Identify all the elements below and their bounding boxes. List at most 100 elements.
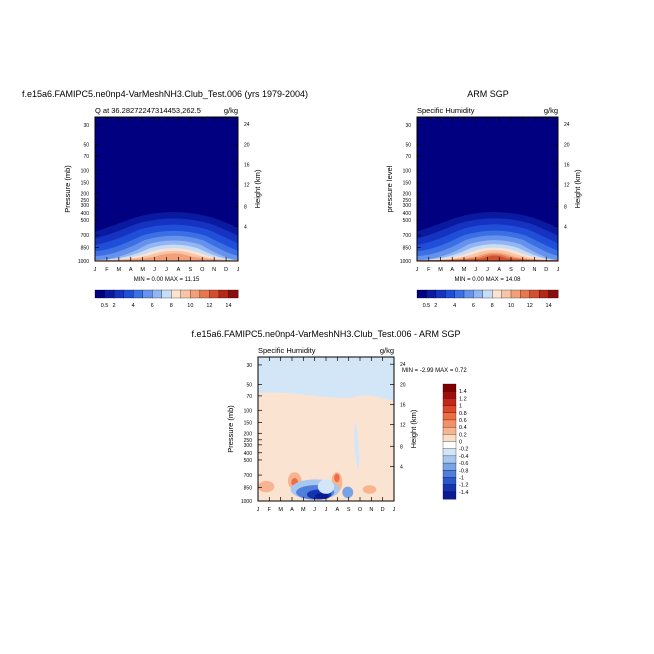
colorbar-swatch [442, 419, 457, 428]
x-tick-label: M [301, 507, 306, 513]
positive-anomaly [362, 485, 377, 494]
x-tick-label: M [438, 267, 443, 273]
y-tick-label: 150 [81, 181, 90, 187]
y-axis-right-label: Height (km) [409, 409, 418, 448]
y-tick-right-label: 12 [564, 183, 570, 189]
y-tick-label: 400 [81, 211, 90, 217]
y-tick-label: 850 [244, 485, 253, 491]
variable-label: Specific Humidity [417, 106, 475, 115]
colorbar-swatch [104, 289, 115, 299]
stats-label: MIN = 0.00 MAX = 14.08 [454, 277, 521, 283]
x-tick-label: J [486, 267, 489, 273]
y-tick-right-label: 20 [564, 142, 570, 148]
positive-anomaly [258, 480, 275, 493]
x-tick-label: M [117, 267, 122, 273]
x-tick-label: F [105, 267, 109, 273]
colorbar-label: 1 [459, 404, 462, 410]
x-tick-label: A [335, 507, 339, 513]
x-tick-label: N [212, 267, 216, 273]
y-axis-label: pressure level [385, 165, 394, 212]
y-axis-label: Pressure (mb) [226, 405, 235, 453]
colorbar-label: -1.2 [459, 483, 468, 489]
y-tick-label: 850 [403, 245, 412, 251]
colorbar-swatch [442, 470, 457, 478]
x-tick-label: O [521, 267, 526, 273]
colorbar-swatch [435, 289, 446, 299]
y-tick-label: 250 [81, 198, 90, 204]
colorbar-label: 14 [225, 303, 231, 309]
plot-area [258, 357, 394, 501]
colorbar-label: 14 [546, 303, 552, 309]
colorbar-swatch [454, 289, 465, 299]
x-tick-label: M [140, 267, 145, 273]
units-label: g/kg [380, 346, 394, 355]
y-tick-label: 250 [403, 198, 412, 204]
x-tick-label: J [416, 267, 419, 273]
x-tick-label: A [177, 267, 181, 273]
colorbar-swatch [482, 289, 493, 299]
colorbar-swatch [442, 398, 457, 407]
y-tick-right-label: 24 [564, 122, 570, 128]
plot-area [95, 117, 238, 261]
colorbar-label: -0.6 [459, 461, 468, 467]
variable-label: Q at 36.282722473144​53,262.5 [95, 106, 201, 115]
y-tick-label: 100 [403, 168, 412, 174]
colorbar-swatch [416, 289, 427, 299]
y-tick-label: 300 [244, 443, 253, 449]
colorbar-swatch [510, 289, 521, 299]
colorbar-label: 1.4 [459, 389, 467, 395]
positive-anomaly [334, 473, 340, 483]
colorbar-label: 4 [453, 303, 456, 309]
colorbar-swatch [442, 448, 457, 457]
x-tick-label: A [497, 267, 501, 273]
colorbar-label: -0.8 [459, 468, 468, 474]
y-tick-right-label: 16 [244, 163, 250, 169]
units-label: g/kg [224, 106, 238, 115]
y-tick-right-label: 20 [400, 382, 406, 388]
chart-title: f.e15a6.FAMIPC5.ne0np4-VarMeshNH3.Club_T… [22, 89, 308, 99]
colorbar-label: 6 [472, 303, 475, 309]
x-tick-label: D [381, 507, 385, 513]
colorbar-swatch [426, 289, 437, 299]
y-axis-right-label: Height (km) [253, 169, 262, 208]
y-tick-right-label: 4 [564, 224, 567, 230]
colorbar-label: -0.4 [459, 454, 468, 460]
x-tick-label: J [153, 267, 156, 273]
x-tick-label: J [474, 267, 477, 273]
upper-negative-region [258, 357, 394, 401]
y-tick-right-label: 4 [244, 224, 247, 230]
colorbar-swatch [113, 289, 125, 299]
y-tick-right-label: 8 [244, 204, 247, 210]
y-tick-label: 50 [246, 382, 252, 388]
x-tick-label: N [369, 507, 373, 513]
colorbar-swatch [161, 289, 172, 299]
colorbar-label: 8 [491, 303, 494, 309]
y-tick-right-label: 20 [244, 142, 250, 148]
colorbar-label: 12 [527, 303, 533, 309]
colorbar-label: 0.5 [423, 303, 431, 309]
colorbar-swatch [152, 289, 163, 299]
y-tick-right-label: 16 [400, 403, 406, 409]
colorbar-label: -1 [459, 475, 464, 481]
y-tick-label: 150 [403, 181, 412, 187]
y-tick-label: 700 [403, 233, 412, 239]
y-tick-label: 250 [244, 438, 253, 444]
y-tick-label: 500 [244, 458, 253, 464]
y-tick-right-label: 16 [564, 163, 570, 169]
y-tick-label: 1000 [400, 259, 411, 265]
y-tick-right-label: 12 [400, 423, 406, 429]
y-tick-right-label: 8 [564, 204, 567, 210]
colorbar-swatch [442, 477, 457, 486]
negative-anomaly [342, 486, 354, 499]
colorbar-swatch [492, 289, 503, 299]
colorbar-swatch [473, 289, 484, 299]
x-tick-label: O [358, 507, 363, 513]
y-tick-label: 1000 [241, 499, 252, 505]
colorbar-vertical: 1.41.2 10.80.60.40.2 0-0.2-0.4-0.6-0.8-1 -1… [442, 383, 468, 500]
colorbar-label: 0.5 [101, 303, 109, 309]
y-axis-label: Pressure (mb) [63, 165, 72, 213]
x-tick-label: N [533, 267, 537, 273]
x-tick-label: A [129, 267, 133, 273]
colorbar-swatch [442, 383, 457, 392]
